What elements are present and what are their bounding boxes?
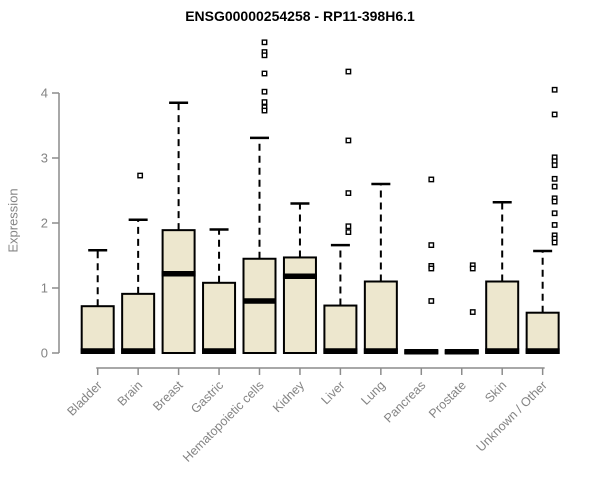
chart-title: ENSG00000254258 - RP11-398H6.1 bbox=[185, 8, 415, 24]
outlier-point bbox=[261, 99, 268, 106]
x-tick-label: Pancreas bbox=[381, 378, 428, 425]
box-brain bbox=[121, 292, 156, 355]
y-tick-label: 2 bbox=[41, 216, 48, 231]
outlier-point bbox=[261, 70, 268, 77]
outlier-point bbox=[345, 190, 352, 196]
outlier-point bbox=[261, 107, 268, 114]
outlier-point bbox=[551, 198, 558, 205]
x-tick-label: Kidney bbox=[270, 378, 307, 415]
box-skin bbox=[485, 280, 520, 354]
x-tick-label: Gastric bbox=[188, 378, 226, 416]
y-tick-label: 0 bbox=[41, 346, 48, 361]
box-liver bbox=[323, 304, 358, 354]
y-tick-label: 4 bbox=[41, 86, 48, 101]
outlier-point bbox=[428, 298, 435, 304]
outlier-point bbox=[551, 86, 558, 93]
box-hematopoietic-cells bbox=[242, 257, 277, 354]
x-tick-label: Hematopoietic cells bbox=[180, 378, 267, 465]
outlier-point bbox=[345, 223, 352, 230]
y-tick-label: 1 bbox=[41, 281, 48, 296]
outlier-point bbox=[137, 172, 144, 179]
x-tick-label: Liver bbox=[318, 378, 347, 407]
outlier-point bbox=[428, 176, 435, 183]
outlier-point bbox=[551, 210, 558, 217]
outlier-point bbox=[469, 265, 476, 272]
outlier-point bbox=[551, 183, 558, 190]
box-lung bbox=[363, 280, 398, 354]
x-tick-label: Breast bbox=[150, 378, 186, 414]
box-gastric bbox=[202, 281, 237, 354]
box-bladder bbox=[80, 305, 115, 355]
box-kidney bbox=[282, 256, 317, 355]
outlier-point bbox=[345, 137, 352, 144]
outlier-point bbox=[469, 309, 476, 315]
y-tick-label: 3 bbox=[41, 151, 48, 166]
x-tick-label: Skin bbox=[482, 378, 509, 405]
x-tick-label: Prostate bbox=[426, 378, 469, 421]
outlier-point bbox=[428, 265, 435, 272]
outlier-point bbox=[428, 242, 435, 248]
outlier-point bbox=[551, 162, 558, 169]
box-breast bbox=[161, 229, 196, 354]
outlier-point bbox=[261, 39, 268, 46]
outlier-point bbox=[551, 175, 558, 182]
outlier-point bbox=[551, 111, 558, 118]
outlier-point bbox=[551, 222, 558, 228]
x-tick-label: Unknown / Other bbox=[474, 378, 550, 454]
x-tick-label: Lung bbox=[358, 378, 388, 408]
outlier-point bbox=[345, 229, 352, 235]
x-tick-label: Brain bbox=[115, 378, 146, 409]
outlier-point bbox=[261, 88, 268, 95]
box-unknown-other bbox=[525, 311, 560, 355]
x-tick-label: Bladder bbox=[64, 378, 104, 418]
outlier-point bbox=[551, 239, 558, 246]
outlier-point bbox=[261, 52, 268, 59]
outlier-point bbox=[345, 68, 352, 75]
